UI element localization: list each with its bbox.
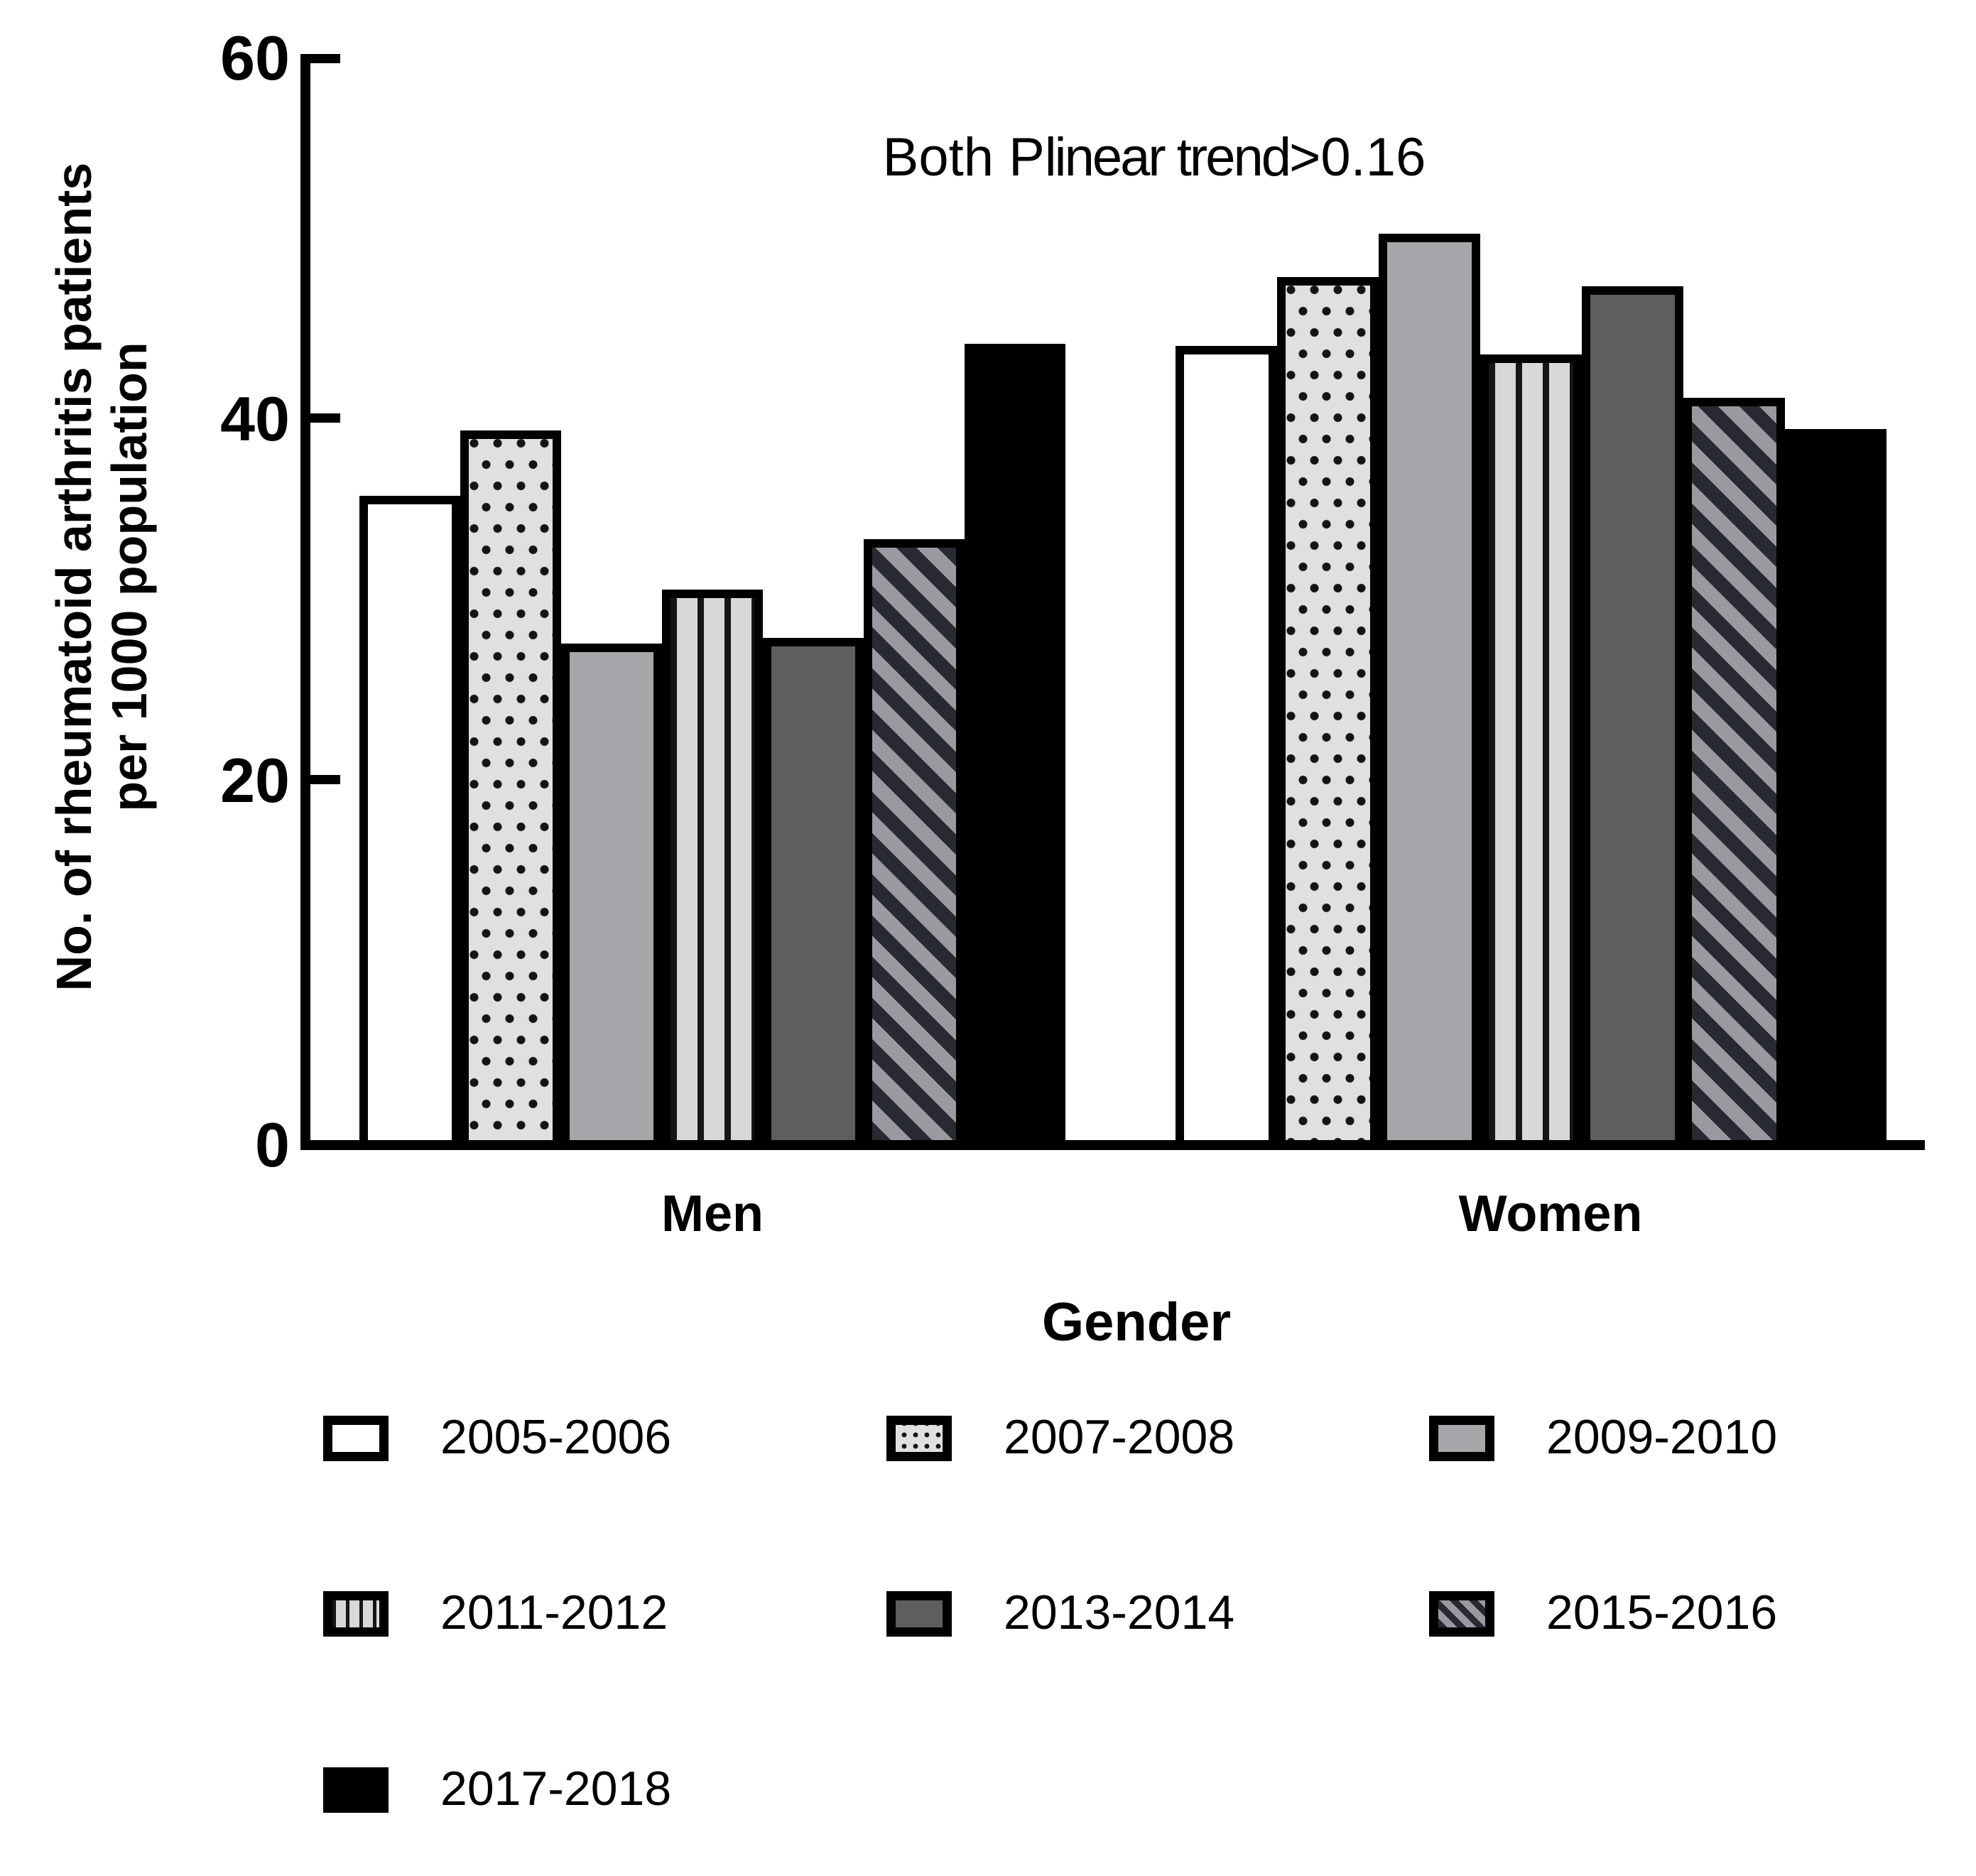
bar-men-2009-2010	[561, 644, 662, 1150]
legend-label-2007-2008: 2007-2008	[1004, 1410, 1235, 1464]
bar-women-2015-2016	[1683, 398, 1785, 1150]
y-axis-title-line2: per 1000 population	[102, 342, 157, 812]
legend-label-2005-2006: 2005-2006	[440, 1410, 672, 1464]
bar-women-2007-2008	[1277, 277, 1379, 1150]
bar-women-2009-2010	[1379, 234, 1480, 1150]
legend-swatch-2007-2008	[886, 1416, 952, 1461]
y-tick-label-20: 20	[220, 745, 290, 815]
y-tick-label-0: 0	[255, 1110, 290, 1180]
y-tick-40	[310, 413, 340, 423]
legend-swatch-2015-2016	[1429, 1591, 1494, 1637]
bar-women-2013-2014	[1582, 286, 1683, 1150]
legend-label-2011-2012: 2011-2012	[440, 1585, 668, 1639]
x-axis-line	[300, 1140, 1925, 1150]
y-tick-label-40: 40	[220, 384, 290, 454]
legend-label-2017-2018: 2017-2018	[440, 1762, 672, 1816]
y-axis-title-line1: No. of rheumatoid arthritis patients	[46, 162, 102, 992]
legend-swatch-2005-2006	[323, 1416, 389, 1461]
y-axis-line	[300, 54, 310, 1150]
bar-women-2005-2006	[1176, 346, 1277, 1150]
bar-men-2011-2012	[662, 590, 763, 1150]
legend-swatch-2011-2012	[323, 1591, 389, 1637]
bar-men-2013-2014	[763, 638, 864, 1150]
bar-men-2005-2006	[359, 496, 460, 1150]
legend-swatch-2017-2018	[323, 1767, 389, 1813]
bar-women-2017-2018	[1785, 429, 1887, 1150]
x-category-label-men: Men	[661, 1186, 764, 1242]
bar-men-2007-2008	[460, 430, 561, 1150]
legend-label-2015-2016: 2015-2016	[1546, 1585, 1778, 1639]
legend-label-2013-2014: 2013-2014	[1004, 1585, 1235, 1639]
legend-swatch-2013-2014	[886, 1591, 952, 1637]
annotation-suffix: >0.16	[1289, 127, 1426, 188]
annotation-subscript: linear trend	[1044, 127, 1291, 188]
y-axis-title: No. of rheumatoid arthritis patients per…	[46, 37, 167, 1117]
legend-label-2009-2010: 2009-2010	[1546, 1410, 1778, 1464]
bar-men-2015-2016	[864, 539, 965, 1150]
y-tick-60	[310, 54, 340, 63]
bar-men-2017-2018	[965, 344, 1065, 1150]
p-trend-annotation: Both Plinear trend>0.16	[639, 126, 1669, 188]
bar-women-2011-2012	[1480, 354, 1582, 1150]
y-tick-label-60: 60	[220, 23, 290, 93]
annotation-prefix: Both P	[882, 127, 1045, 188]
legend-swatch-2009-2010	[1429, 1416, 1494, 1461]
x-category-label-women: Women	[1458, 1186, 1643, 1242]
x-axis-title: Gender	[1041, 1292, 1232, 1352]
y-tick-20	[310, 775, 340, 784]
